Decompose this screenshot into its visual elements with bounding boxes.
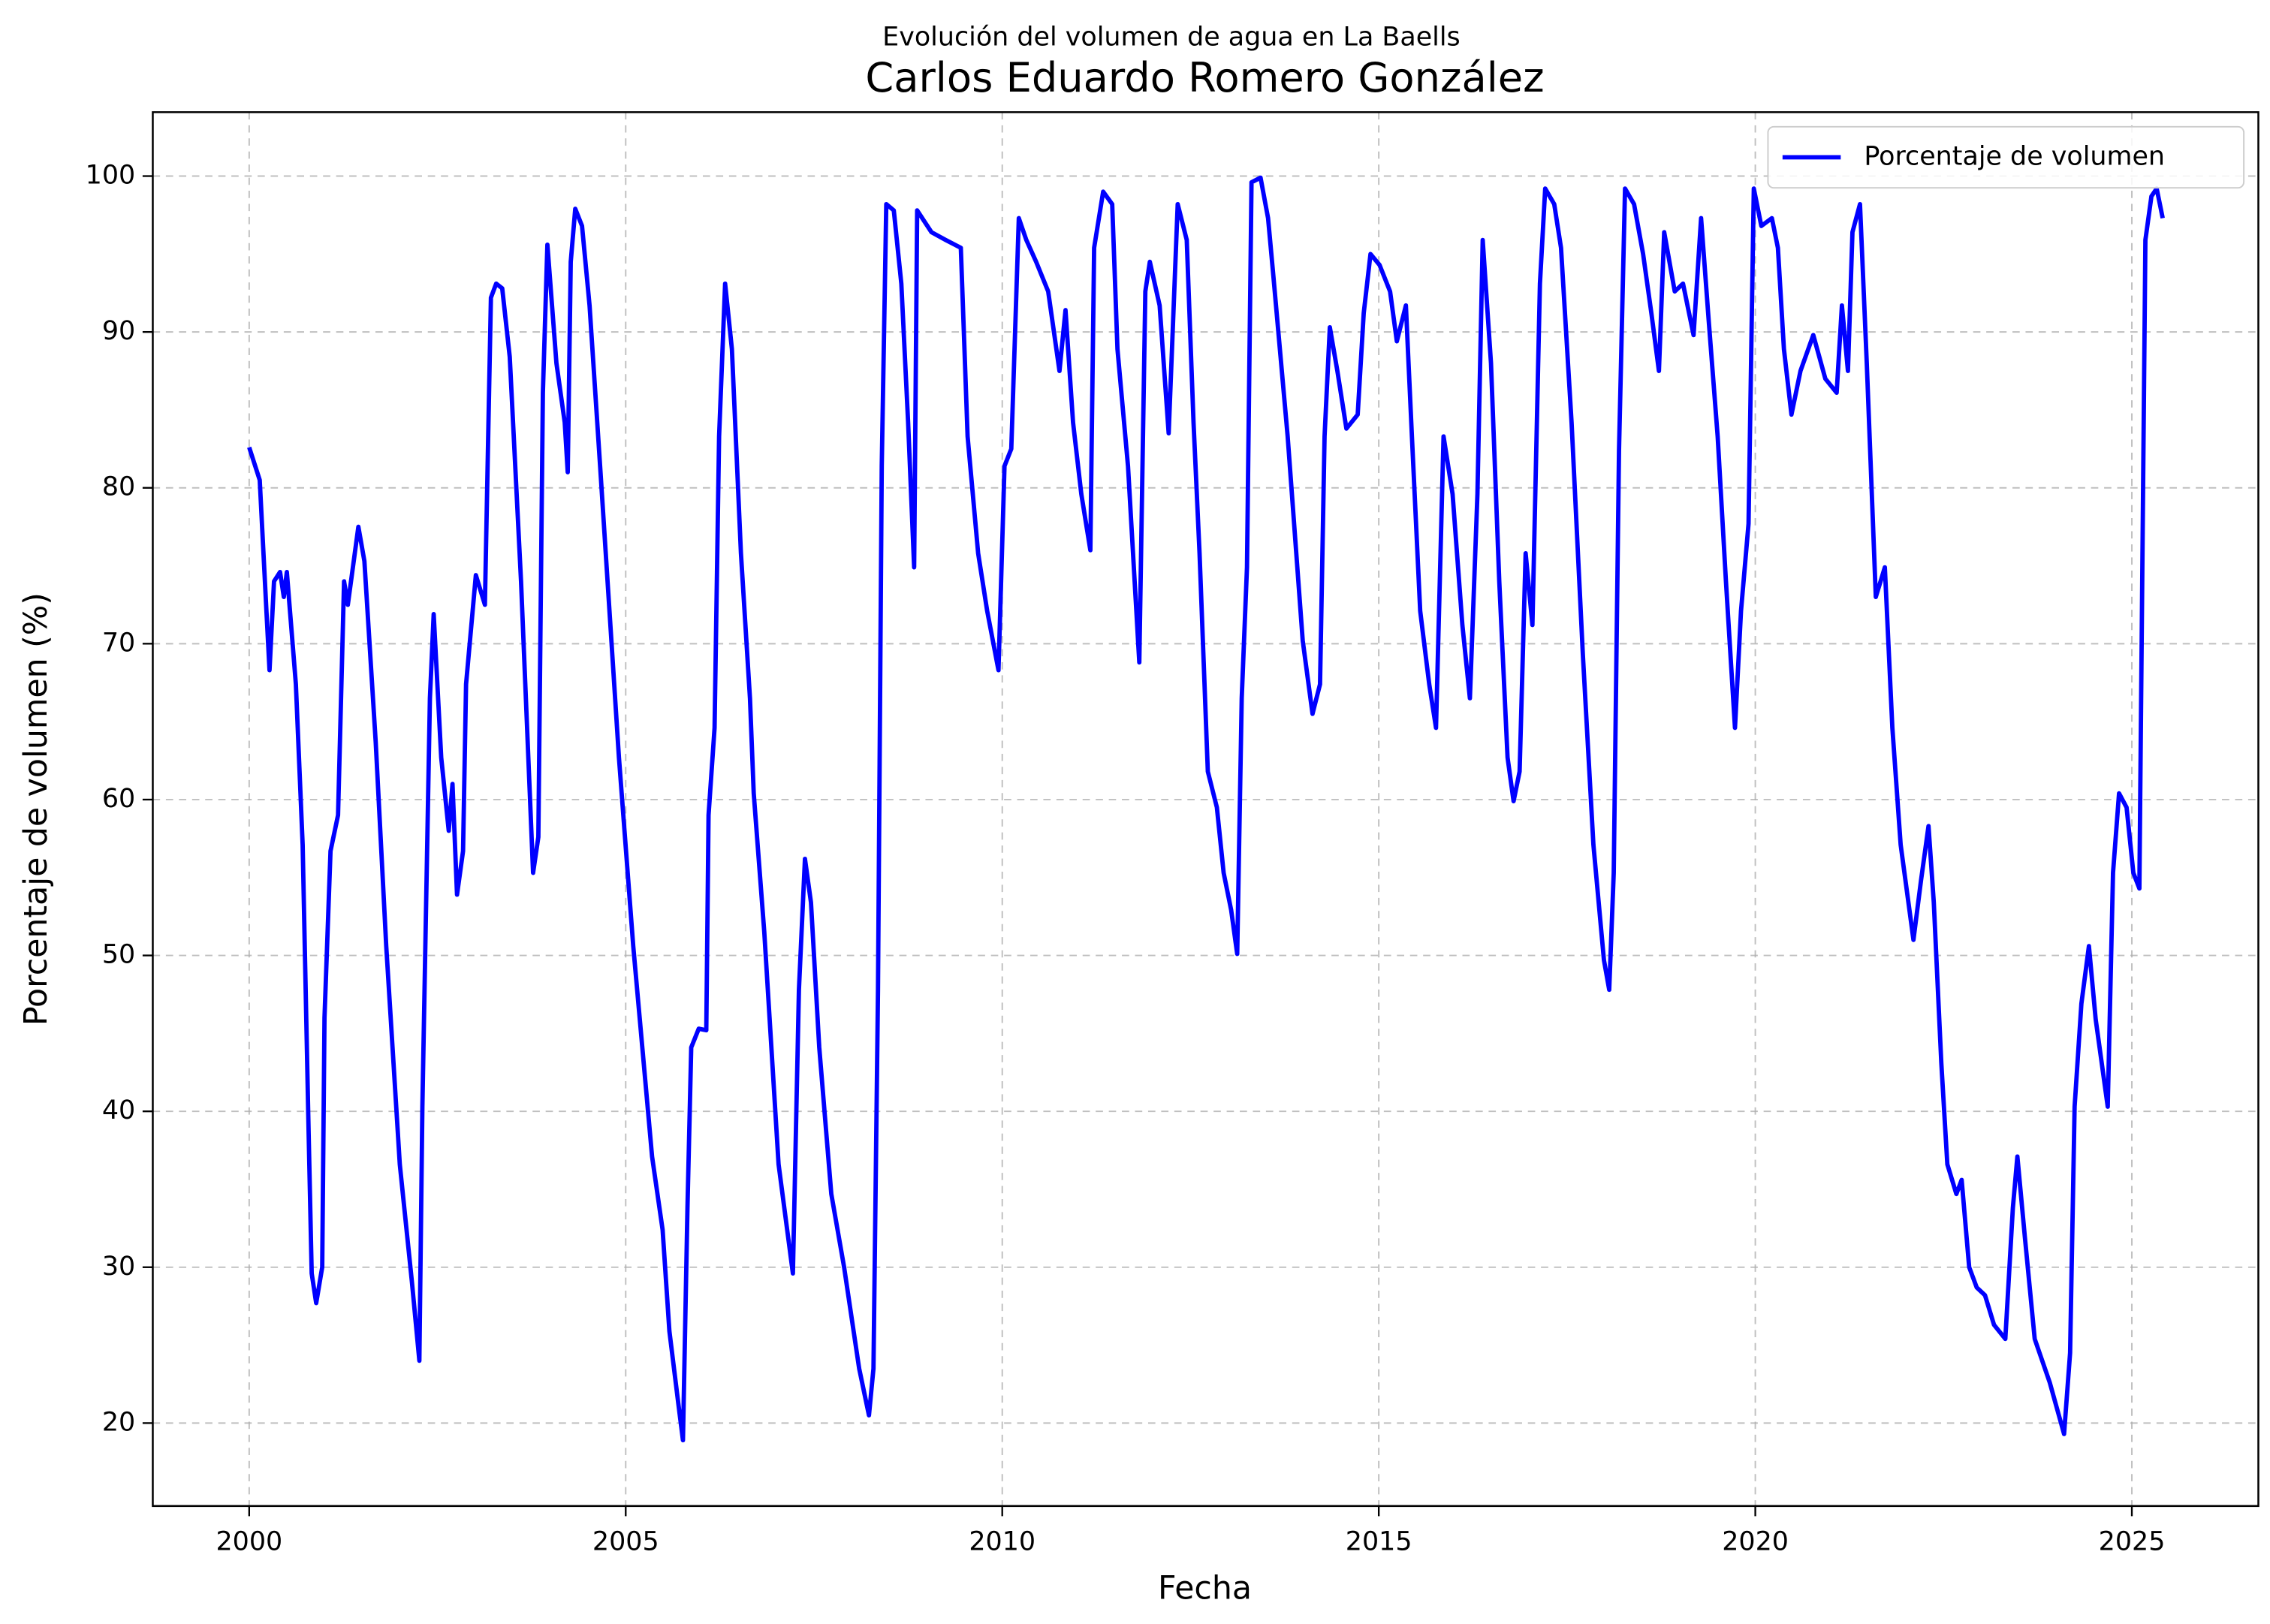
- chart-title: Carlos Eduardo Romero González: [865, 54, 1544, 101]
- y-axis-label: Porcentaje de volumen (%): [17, 592, 55, 1026]
- y-tick-label: 70: [102, 628, 135, 658]
- y-tick-label: 80: [102, 472, 135, 502]
- y-tick-label: 60: [102, 784, 135, 814]
- x-tick-label: 2005: [592, 1526, 659, 1556]
- y-tick-label: 50: [102, 940, 135, 970]
- legend-label: Porcentaje de volumen: [1864, 141, 2165, 171]
- x-tick-label: 2010: [969, 1526, 1036, 1556]
- data-line: [247, 175, 2165, 1443]
- chart-suptitle: Evolución del volumen de agua en La Bael…: [882, 23, 1461, 53]
- legend-box: [1767, 125, 2245, 189]
- plot-frame: [152, 111, 2259, 1508]
- y-tick-label: 40: [102, 1095, 135, 1125]
- y-tick-label: 90: [102, 316, 135, 346]
- x-tick-label: 2020: [1722, 1526, 1789, 1556]
- y-tick-label: 30: [102, 1252, 135, 1282]
- x-tick-label: 2025: [2099, 1526, 2166, 1556]
- x-axis-label: Fecha: [1158, 1570, 1252, 1607]
- x-tick-label: 2015: [1346, 1526, 1412, 1556]
- x-tick-label: 2000: [216, 1526, 282, 1556]
- y-tick-label: 100: [86, 161, 136, 191]
- y-tick-label: 20: [102, 1407, 135, 1437]
